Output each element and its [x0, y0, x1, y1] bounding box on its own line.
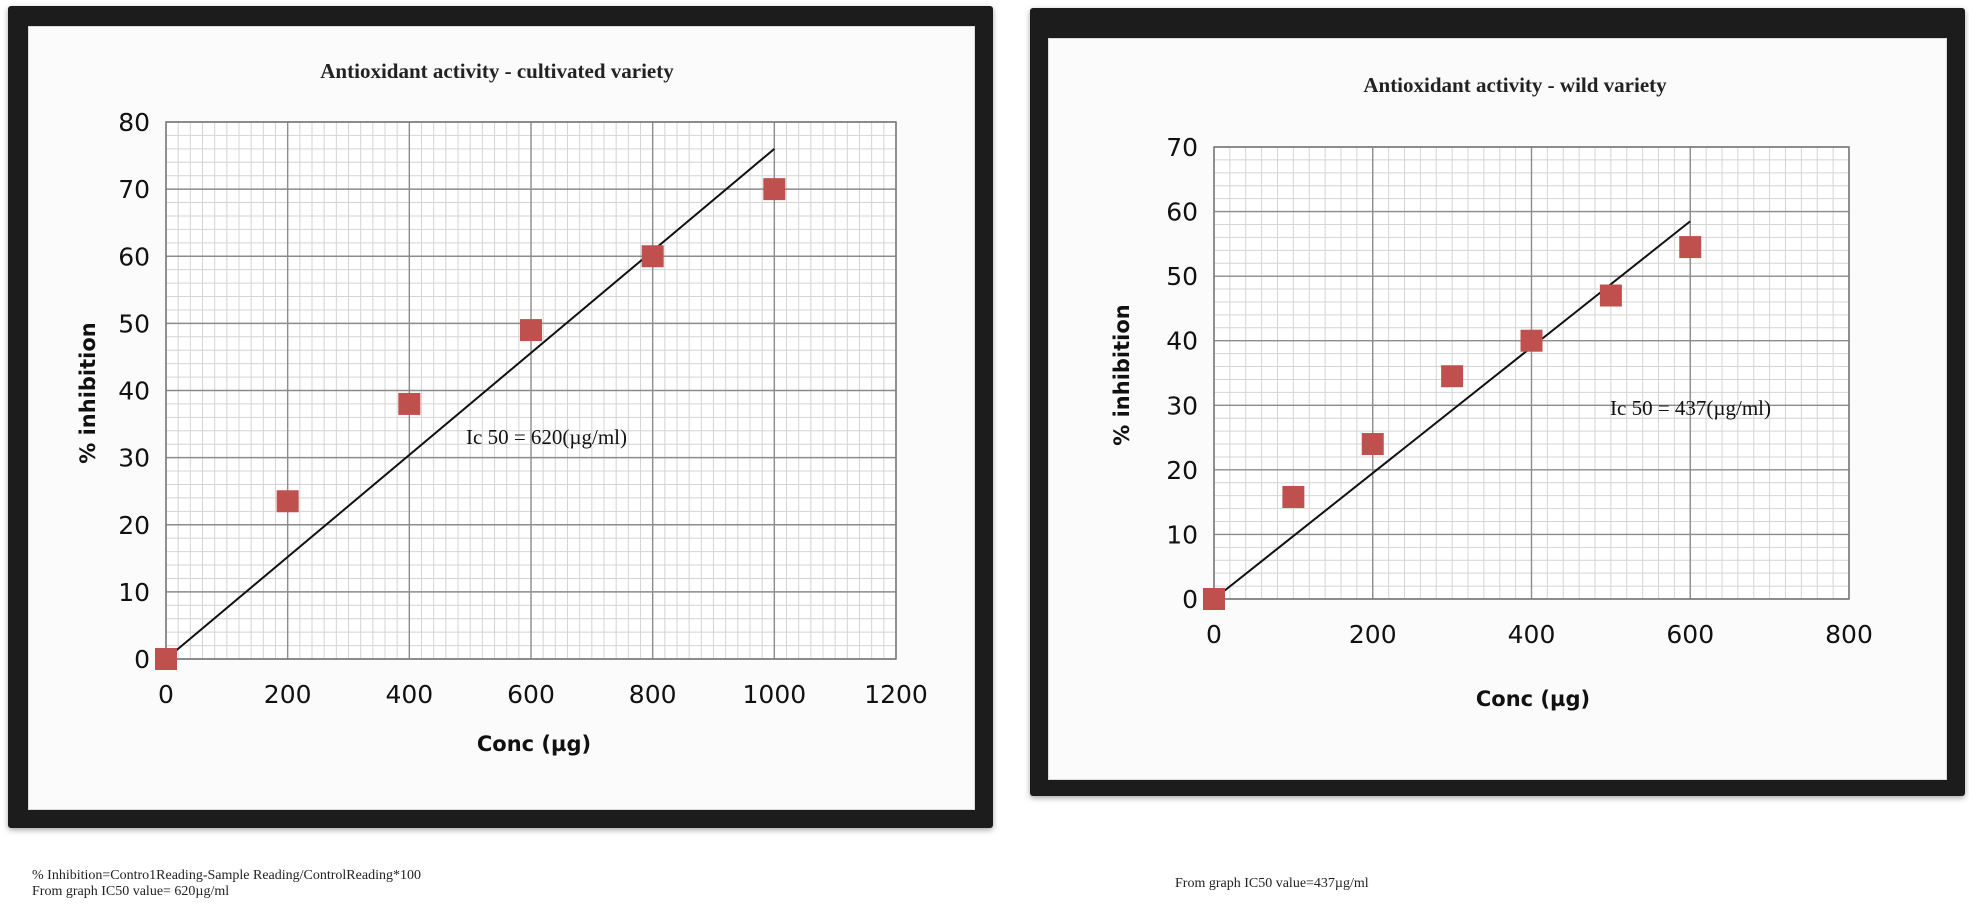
y-tick-label: 20: [1166, 456, 1198, 485]
y-axis-label: % inhibition: [1110, 304, 1134, 446]
data-point: [1361, 433, 1384, 456]
x-tick-label: 1200: [864, 680, 928, 709]
data-point: [1679, 236, 1702, 259]
data-point: [1203, 588, 1225, 610]
x-axis-label: Conc (µg): [477, 732, 591, 756]
y-tick-label: 70: [118, 175, 150, 204]
y-tick-label: 10: [118, 578, 150, 607]
chart-wild: Antioxidant activity - wild variety Conc…: [1110, 73, 1873, 711]
y-tick-label: 60: [1166, 198, 1198, 227]
data-point: [398, 392, 421, 415]
y-tick-label: 70: [1166, 133, 1198, 162]
grid: [1213, 146, 1850, 600]
data-point: [155, 648, 177, 670]
x-tick-label: 600: [507, 680, 555, 709]
y-tick-label: 60: [118, 242, 150, 271]
y-tick-label: 10: [1166, 520, 1198, 549]
y-tick-label: 40: [118, 377, 150, 406]
x-tick-label: 600: [1666, 620, 1714, 649]
y-tick-label: 40: [1166, 327, 1198, 356]
formula-line: % Inhibition=Contro1Reading-Sample Readi…: [32, 868, 421, 883]
ic50-annotation: Ic 50 = 620(µg/ml): [466, 425, 627, 449]
ic50-value-line: From graph IC50 value=437µg/ml: [1175, 876, 1369, 891]
x-tick-label: 800: [629, 680, 677, 709]
plot-border: [1213, 146, 1850, 600]
x-tick-label: 400: [385, 680, 433, 709]
x-tick-label: 0: [1206, 620, 1222, 649]
data-point: [1282, 485, 1305, 508]
y-tick-label: 30: [1166, 391, 1198, 420]
data-point: [1599, 284, 1622, 307]
data-point: [276, 490, 299, 513]
data-point: [1441, 365, 1464, 388]
linear-trendline: [165, 148, 775, 660]
x-tick-label: 0: [158, 680, 174, 709]
plot-border: [165, 121, 897, 660]
ic50-annotation: Ic 50 = 437(µg/ml): [1610, 396, 1771, 420]
y-tick-label: 50: [1166, 262, 1198, 291]
linear-trendline: [1213, 220, 1691, 600]
x-tick-label: 400: [1508, 620, 1556, 649]
y-tick-label: 0: [1182, 585, 1198, 614]
chart-title: Antioxidant activity - wild variety: [1363, 73, 1667, 97]
x-tick-label: 800: [1825, 620, 1873, 649]
y-tick-label: 30: [118, 444, 150, 473]
ic50-value-line: From graph IC50 value= 620µg/ml: [32, 884, 230, 899]
y-tick-label: 20: [118, 511, 150, 540]
grid: [165, 121, 897, 660]
x-tick-label: 200: [1349, 620, 1397, 649]
data-point: [1520, 329, 1543, 352]
ic50-note: From graph IC50 value=437µg/ml: [1175, 876, 1369, 892]
y-tick-label: 0: [134, 645, 150, 674]
y-axis-label: % inhibition: [76, 322, 100, 464]
y-tick-label: 80: [118, 108, 150, 137]
formula-note: % Inhibition=Contro1Reading-Sample Readi…: [32, 868, 421, 900]
data-point: [641, 245, 664, 268]
x-tick-label: 1000: [743, 680, 807, 709]
x-axis-label: Conc (µg): [1476, 687, 1590, 711]
y-tick-label: 50: [118, 309, 150, 338]
chart-cultivated: Antioxidant activity - cultivated variet…: [76, 59, 928, 756]
x-tick-label: 200: [264, 680, 312, 709]
chart-title: Antioxidant activity - cultivated variet…: [320, 59, 674, 83]
data-point: [520, 319, 542, 342]
data-point: [763, 178, 786, 201]
